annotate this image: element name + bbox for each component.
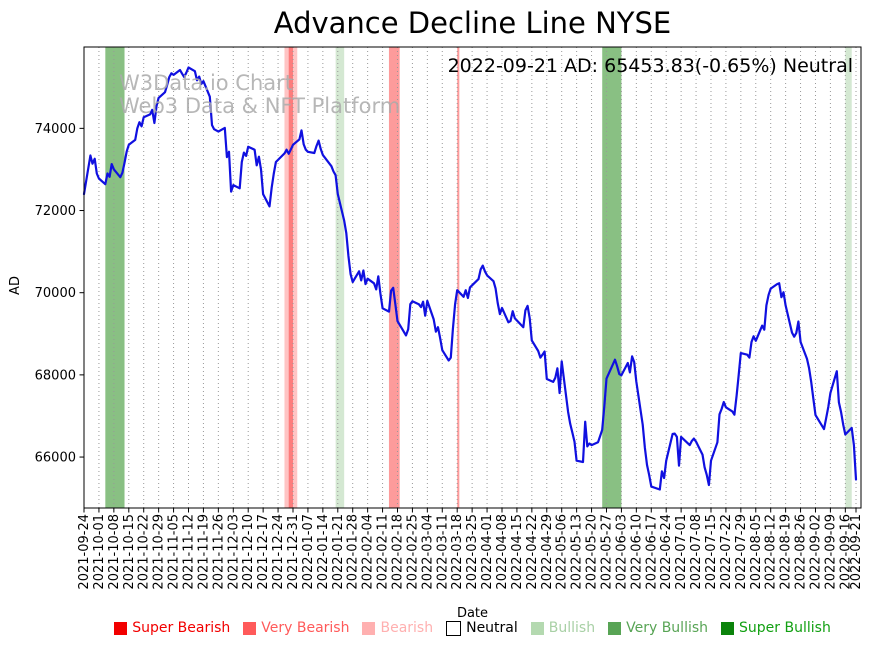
y-tick-label: 74000 (35, 122, 76, 137)
x-tick-label: 2022-06-24 (659, 514, 674, 590)
legend-label: Very Bearish (261, 620, 350, 636)
x-tick-label: 2022-07-29 (734, 514, 749, 590)
x-tick-label: 2022-09-02 (808, 514, 823, 590)
x-tick-label: 2022-08-12 (764, 514, 779, 590)
x-tick-label: 2022-02-04 (361, 514, 376, 590)
x-tick-label: 2022-08-05 (749, 514, 764, 590)
x-tick-label: 2022-01-28 (346, 514, 361, 590)
x-tick-label: 2022-09-09 (823, 514, 838, 590)
x-tick-label: 2022-08-26 (794, 514, 809, 590)
x-tick-label: 2022-01-21 (331, 514, 346, 590)
ad-line (82, 66, 858, 491)
x-tick-label: 2021-11-12 (181, 514, 196, 590)
x-tick-label: 2022-09-21 (849, 514, 864, 590)
x-tick-label: 2021-11-05 (167, 514, 182, 590)
x-tick-label: 2021-09-24 (77, 514, 92, 590)
x-tick-label: 2022-09-16 (838, 514, 853, 590)
x-tick-label: 2022-02-25 (405, 514, 420, 590)
x-tick-label: 2021-12-17 (256, 514, 271, 590)
x-tick-label: 2022-03-25 (465, 514, 480, 590)
x-tick-label: 2022-03-11 (435, 514, 450, 590)
chart-title: Advance Decline Line NYSE (273, 6, 672, 40)
signal-band-bullish (845, 47, 852, 508)
x-tick-label: 2022-05-27 (599, 514, 614, 590)
y-tick-label: 66000 (35, 451, 76, 466)
legend-swatch (114, 621, 128, 635)
legend-item-very-bearish: Very Bearish (243, 620, 349, 636)
legend-item-bearish: Bearish (362, 620, 433, 636)
legend-swatch (243, 621, 257, 635)
signal-band-very_bearish (288, 47, 293, 508)
y-axis-label: AD (7, 276, 23, 295)
x-tick-label: 2022-07-15 (704, 514, 719, 590)
x-tick-label: 2021-10-08 (107, 514, 122, 590)
x-tick-label: 2021-12-24 (271, 514, 286, 590)
legend-item-very-bullish: Very Bullish (608, 620, 708, 636)
x-tick-label: 2022-02-18 (390, 514, 405, 590)
x-tick-label: 2022-02-11 (376, 514, 391, 590)
legend-label: Very Bullish (626, 620, 709, 636)
x-tick-label: 2022-07-22 (719, 514, 734, 590)
x-tick-label: 2021-10-15 (122, 514, 137, 590)
x-tick-label: 2022-04-22 (525, 514, 540, 590)
y-tick-label: 70000 (35, 286, 76, 301)
legend-swatch (608, 621, 622, 635)
x-tick-label: 2022-05-06 (555, 514, 570, 590)
legend-swatch (721, 621, 735, 635)
signal-band-bullish (335, 47, 345, 508)
x-tick-label: 2021-12-03 (226, 514, 241, 590)
x-tick-label: 2022-05-13 (570, 514, 585, 590)
x-tick-label: 2022-01-07 (301, 514, 316, 590)
x-tick-label: 2022-06-10 (629, 514, 644, 590)
legend: Super Bearish Very Bearish Bearish Neutral B… (84, 620, 861, 636)
signal-band-very_bearish (457, 47, 460, 508)
legend-item-super-bearish: Super Bearish (114, 620, 230, 636)
legend-item-bullish: Bullish (530, 620, 596, 636)
x-tick-label: 2022-06-03 (614, 514, 629, 590)
legend-label: Bearish (380, 620, 434, 636)
x-tick-label: 2022-08-19 (779, 514, 794, 590)
x-tick-label: 2021-12-10 (241, 514, 256, 590)
x-tick-label: 2021-11-19 (196, 514, 211, 590)
x-tick-label: 2022-07-08 (689, 514, 704, 590)
x-tick-label: 2021-10-01 (92, 514, 107, 590)
x-tick-label: 2022-01-14 (316, 514, 331, 590)
x-tick-label: 2022-06-17 (644, 514, 659, 590)
x-tick-label: 2022-07-01 (674, 514, 689, 590)
x-tick-label: 2021-11-26 (211, 514, 226, 590)
signal-band-bearish (284, 47, 298, 508)
x-tick-label: 2021-12-31 (286, 514, 301, 590)
legend-swatch (530, 621, 544, 635)
x-tick-label: 2022-03-18 (450, 514, 465, 590)
legend-item-super-bullish: Super Bullish (721, 620, 831, 636)
signal-band-very_bullish (602, 47, 622, 508)
x-tick-label: 2022-04-15 (510, 514, 525, 590)
x-tick-label: 2022-05-20 (585, 514, 600, 590)
legend-label: Bullish (548, 620, 596, 636)
legend-swatch (362, 621, 376, 635)
legend-label: Super Bearish (132, 620, 231, 636)
y-tick-label: 68000 (35, 368, 76, 383)
y-tick-label: 72000 (35, 204, 76, 219)
x-tick-label: 2022-03-04 (420, 514, 435, 590)
last-value-annotation: 2022-09-21 AD: 65453.83(-0.65%) Neutral (447, 55, 853, 77)
axes-box (83, 46, 862, 509)
x-tick-label: 2022-04-08 (495, 514, 510, 590)
signal-band-very_bearish (388, 47, 400, 508)
x-axis-label: Date (456, 606, 489, 621)
signal-band-very_bullish (105, 47, 125, 508)
x-tick-label: 2021-10-29 (152, 514, 167, 590)
legend-label: Neutral (466, 620, 518, 636)
x-tick-label: 2022-04-01 (480, 514, 495, 590)
legend-item-neutral: Neutral (446, 620, 518, 636)
x-tick-label: 2022-04-29 (540, 514, 555, 590)
legend-swatch (446, 620, 462, 636)
x-tick-label: 2021-10-22 (137, 514, 152, 590)
legend-label: Super Bullish (739, 620, 831, 636)
